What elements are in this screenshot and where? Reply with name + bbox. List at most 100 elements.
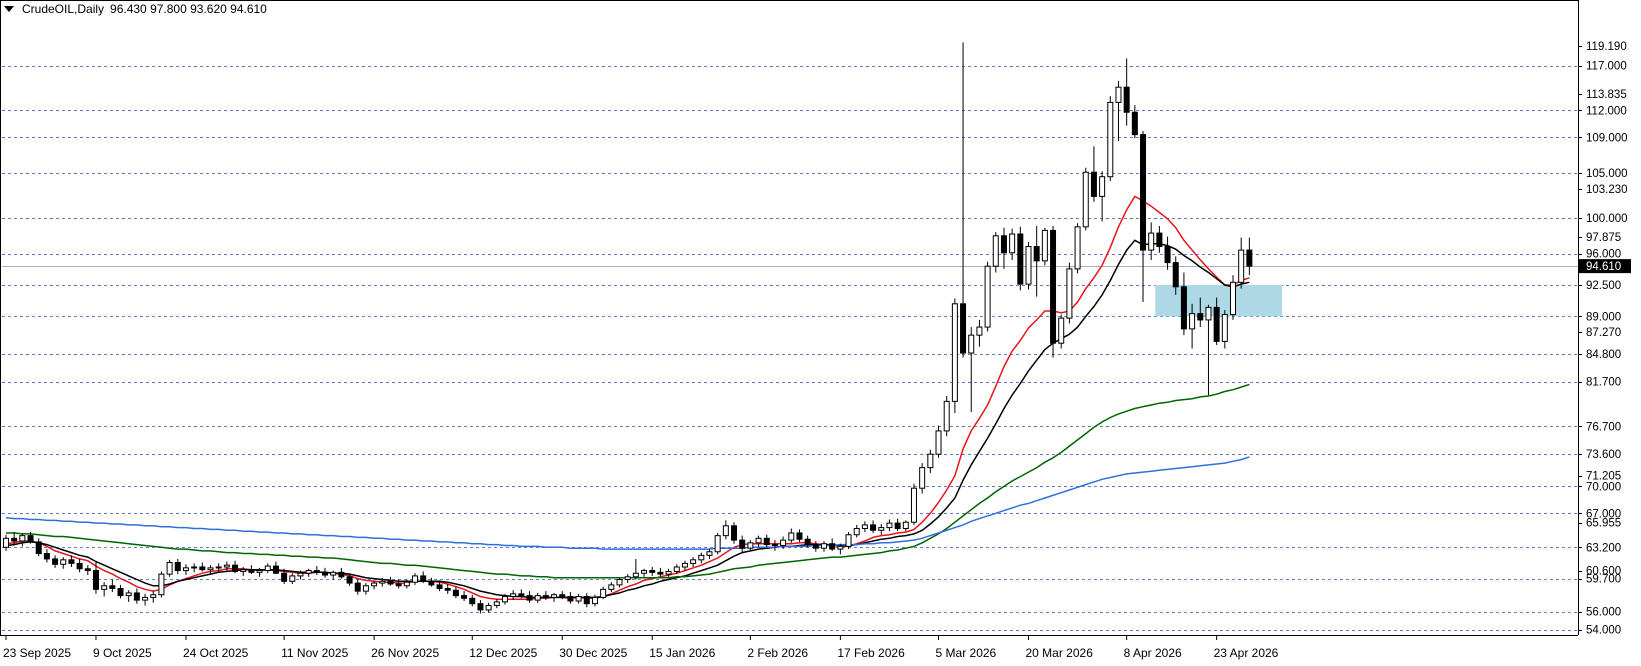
candle-body [1156,232,1163,248]
candle-body [624,576,631,581]
x-tick-label: 17 Feb 2026 [837,646,905,660]
menu-triangle-icon[interactable] [4,6,14,12]
candle-body [943,400,950,432]
candle-body [1213,306,1220,342]
candle-body [1066,268,1073,319]
candle-body [542,595,549,598]
candle [992,232,999,273]
candle [1156,225,1163,253]
candle-body [780,539,787,546]
candle [76,558,83,573]
candle-body [436,584,443,589]
candle-body [1221,314,1228,342]
y-tick-label: 65.955 [1586,518,1621,530]
candle-body [150,594,157,598]
candle [1213,297,1220,345]
candle [1107,96,1114,182]
candle [1172,256,1179,295]
candle [272,561,279,575]
candle-body [232,564,239,572]
y-tick-label: 71.205 [1586,471,1621,483]
y-tick-label: 70.000 [1586,481,1621,493]
candle [182,564,189,576]
candle-body [43,553,50,560]
y-tick-label: 54.000 [1586,625,1621,637]
candle-body [395,583,402,587]
candle-body [387,580,394,585]
candle [968,327,975,413]
candle-body [272,565,279,574]
candle [902,520,909,532]
candle [632,558,639,580]
candle-body [125,592,132,597]
candle-body [1099,176,1106,197]
candle [362,583,369,595]
candle [1205,304,1212,396]
candle [477,600,484,614]
candle-body [1074,226,1081,270]
candle [1148,222,1155,260]
candle-body [845,534,852,547]
candle [951,298,958,414]
candle-body [485,604,492,611]
candle-body [1148,232,1155,251]
candle-body [567,596,574,602]
candle [1058,314,1065,349]
candle-body [894,522,901,529]
candle [1246,237,1253,276]
candle-body [1050,229,1057,344]
candle [542,591,549,601]
candle-body [248,569,255,573]
candle [166,559,173,577]
candle-body [1140,134,1147,251]
candle-body [362,585,369,592]
candle [248,565,255,575]
candle-body [731,525,738,541]
candle-body [158,573,165,596]
candle [591,594,598,607]
candle-body [1115,86,1122,103]
candle [1123,58,1130,126]
candle [870,520,877,533]
candle-body [1058,317,1065,344]
y-tick-label: 84.800 [1586,349,1621,361]
candle [436,580,443,592]
candle-body [428,580,435,586]
candle-body [747,542,754,549]
candle [681,560,688,571]
candle [837,543,844,555]
candle-body [551,594,558,598]
candle [657,567,664,577]
candle [910,483,917,525]
candle-body [191,566,198,569]
candle [894,518,901,532]
candle [804,535,811,548]
symbol-timeframe: CrudeOIL,Daily [22,2,105,16]
candle [452,586,459,599]
candle [714,532,721,555]
candle [1115,80,1122,141]
candle [853,524,860,538]
candle-body [313,570,320,573]
candle-body [534,595,541,601]
candle-body [878,527,885,531]
candle [264,563,271,574]
candle [133,588,140,604]
candle-body [35,541,42,555]
candle [60,557,67,569]
candle-body [1041,229,1048,262]
candle [191,563,198,573]
candle [1033,225,1040,297]
candle [1230,275,1236,320]
candle [886,519,893,532]
candle-body [919,467,926,489]
y-tick-label: 56.000 [1586,607,1621,619]
candle-body [960,303,967,354]
candle [461,591,468,601]
candle [878,524,885,535]
candle [11,532,18,546]
candle [289,573,296,584]
candle-body [1009,233,1016,254]
candle-body [837,545,844,550]
